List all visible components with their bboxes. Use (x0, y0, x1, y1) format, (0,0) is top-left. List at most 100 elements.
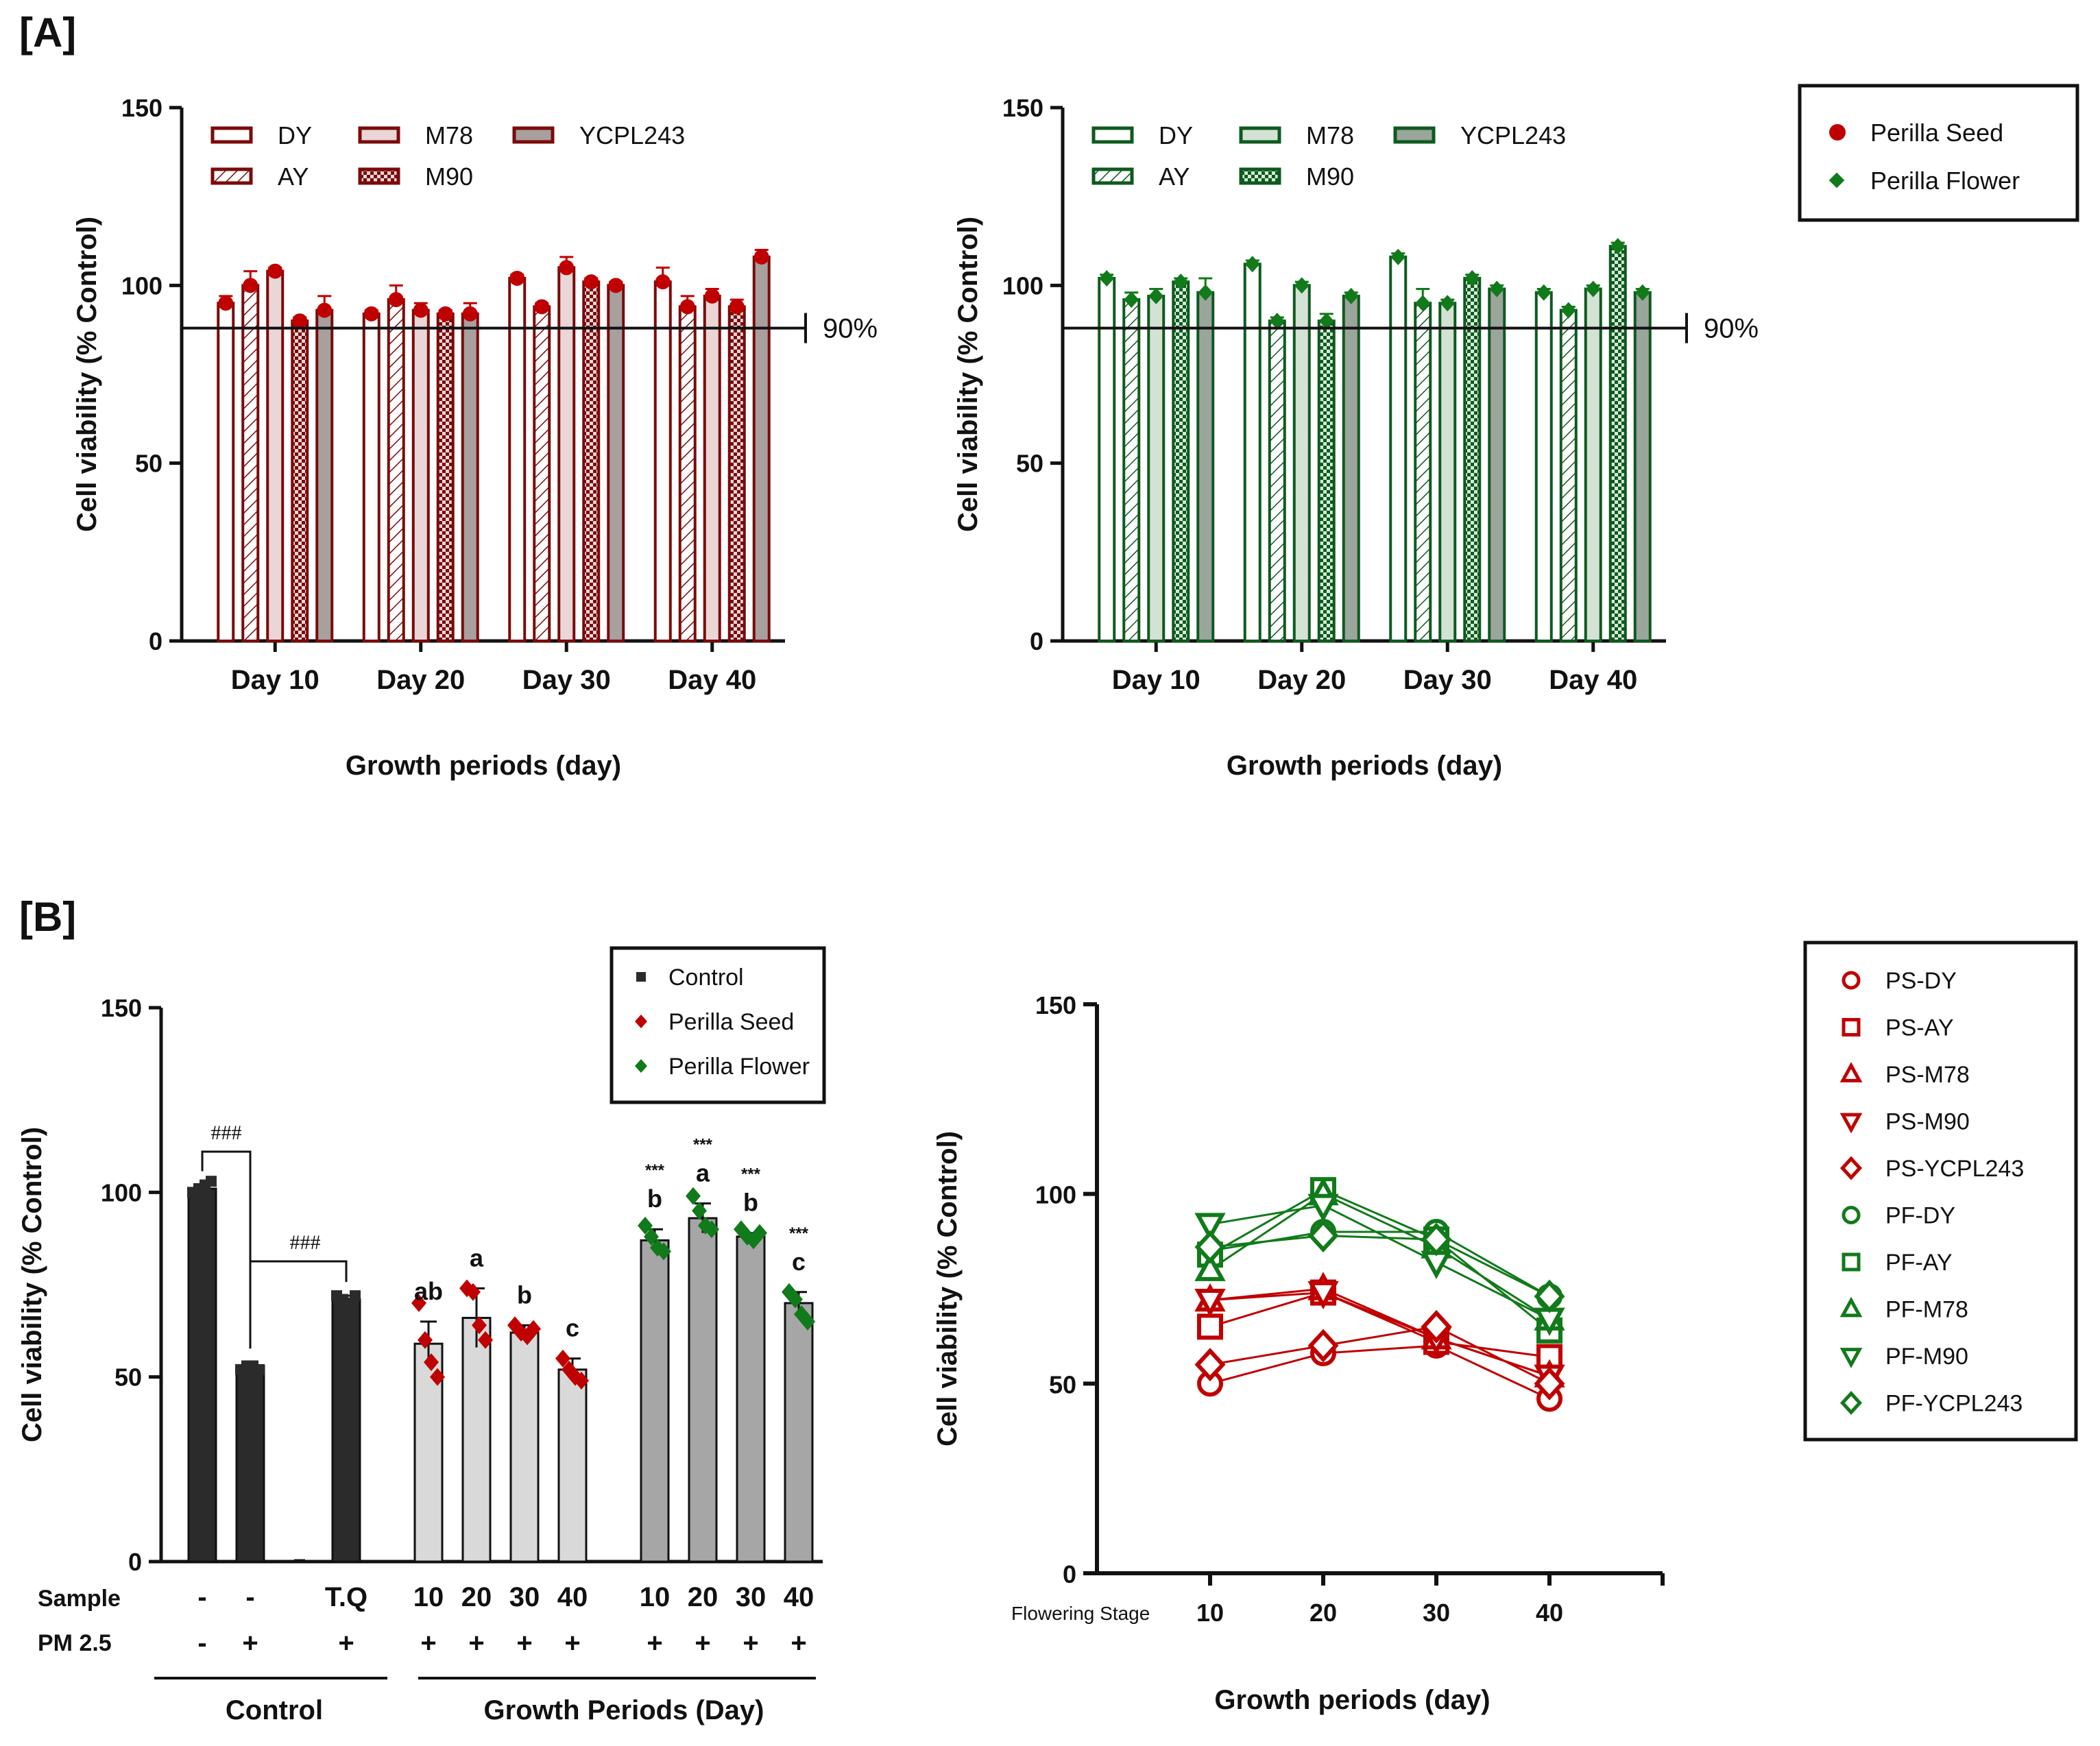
bar (1438, 302, 1457, 642)
legend-a-frame (1798, 84, 2079, 222)
legend-swatch (210, 167, 253, 185)
y-axis-title: Cell viability (% Control) (932, 1131, 963, 1446)
legend-swatch (1239, 167, 1281, 185)
bar (727, 305, 746, 642)
data-point (753, 249, 769, 265)
bar (266, 269, 285, 642)
data-point (206, 1176, 217, 1187)
x-category-label: Day 40 (668, 665, 756, 695)
significance-bracket (201, 1150, 252, 1349)
pm-label: + (564, 1628, 580, 1658)
data-point (608, 278, 624, 293)
data-point (1415, 295, 1431, 312)
pm-label: + (242, 1628, 258, 1658)
data-point (1489, 280, 1505, 298)
sample-label: 40 (784, 1582, 814, 1612)
series-line (1209, 1235, 1550, 1298)
data-point (1343, 287, 1359, 304)
reference-line-label: 90% (1704, 314, 1759, 344)
data-point (583, 274, 599, 290)
circle-marker-icon (1842, 971, 1861, 990)
bar (1317, 319, 1336, 642)
pm-label: + (420, 1628, 436, 1658)
pm-label: + (647, 1628, 662, 1658)
significance-letter: b (647, 1185, 662, 1213)
significance-stars: *** (741, 1165, 761, 1184)
data-point (644, 1227, 659, 1246)
bar (509, 1331, 540, 1563)
data-point (1194, 1230, 1226, 1264)
data-point (1534, 1366, 1565, 1401)
data-point (462, 306, 478, 322)
data-point (752, 1224, 767, 1242)
pm-label: + (743, 1628, 758, 1658)
data-point (1585, 280, 1601, 298)
y-tick-label: 0 (1030, 627, 1043, 655)
diamond-marker-icon (1839, 1156, 1863, 1180)
data-point (692, 1202, 707, 1220)
series-line (1209, 1344, 1550, 1400)
legend-swatch (358, 167, 400, 185)
data-point (1099, 269, 1115, 287)
square-marker-icon (1842, 1018, 1861, 1036)
legend-label: AY (1159, 162, 1190, 191)
data-point (526, 1320, 541, 1338)
data-point (574, 1372, 589, 1390)
legend-a-seed-label: Perilla Seed (1870, 119, 2003, 147)
diamond-marker-icon (1839, 1391, 1863, 1415)
legend-swatch (358, 126, 400, 144)
y-tick-label: 50 (114, 1363, 142, 1392)
chart-b-lines: 0 50 100 150 10 20 30 40 Flowering Stage Growth p… (932, 941, 2078, 1715)
panel-label-a: [A] (19, 10, 76, 56)
sample-label: 40 (557, 1582, 588, 1612)
bar (1463, 276, 1482, 642)
x-axis-title: Growth periods (day) (1227, 751, 1502, 781)
legend-label: Perilla Seed (668, 1009, 794, 1035)
bar (557, 266, 576, 642)
y-tick-label: 150 (1002, 94, 1043, 122)
pm-label: + (468, 1628, 484, 1658)
significance-bracket (249, 1260, 348, 1349)
x-category-label: Day 30 (522, 665, 611, 695)
data-point (317, 302, 333, 318)
data-point (534, 299, 550, 315)
bar (1633, 291, 1652, 642)
data-point (655, 274, 671, 290)
significance-letter: b (743, 1189, 758, 1217)
legend-label: PS-DY (1885, 968, 1957, 994)
diamond-marker-icon (635, 1015, 647, 1028)
data-point (704, 1220, 719, 1239)
series-line (1209, 1291, 1550, 1359)
triangle-down-marker-icon (1839, 1348, 1863, 1368)
data-point (267, 263, 283, 279)
bar (1559, 308, 1578, 642)
significance-letter: a (696, 1159, 710, 1187)
data-point (218, 295, 234, 311)
data-point (1534, 1279, 1565, 1313)
group-label-control: Control (226, 1695, 323, 1725)
x-tick-label: 20 (1310, 1599, 1337, 1627)
series-line (1209, 1189, 1550, 1332)
bar (1342, 294, 1360, 642)
data-point (555, 1349, 570, 1368)
x-axis-prefix-label: Flowering Stage (1011, 1603, 1150, 1624)
data-point (1307, 1281, 1339, 1310)
legend-label: Control (668, 965, 744, 991)
data-point (1194, 1252, 1226, 1281)
legend-label: DY (1159, 121, 1193, 149)
data-point (679, 299, 695, 315)
pm-label: + (790, 1628, 806, 1658)
bar (387, 298, 405, 642)
bar (1488, 287, 1506, 642)
bar (1196, 291, 1215, 642)
triangle-up-marker-icon (1839, 1296, 1863, 1318)
bar (331, 1298, 361, 1563)
chart-a-flower: 0 50 100 150 Cell viability (% Control) Growt… (953, 94, 1759, 781)
bar (1098, 276, 1116, 642)
triangle-down-marker-icon (1839, 1113, 1863, 1134)
bar (1268, 319, 1286, 642)
data-point (1307, 1219, 1339, 1252)
pm-label: + (516, 1628, 532, 1658)
bar (436, 312, 455, 642)
